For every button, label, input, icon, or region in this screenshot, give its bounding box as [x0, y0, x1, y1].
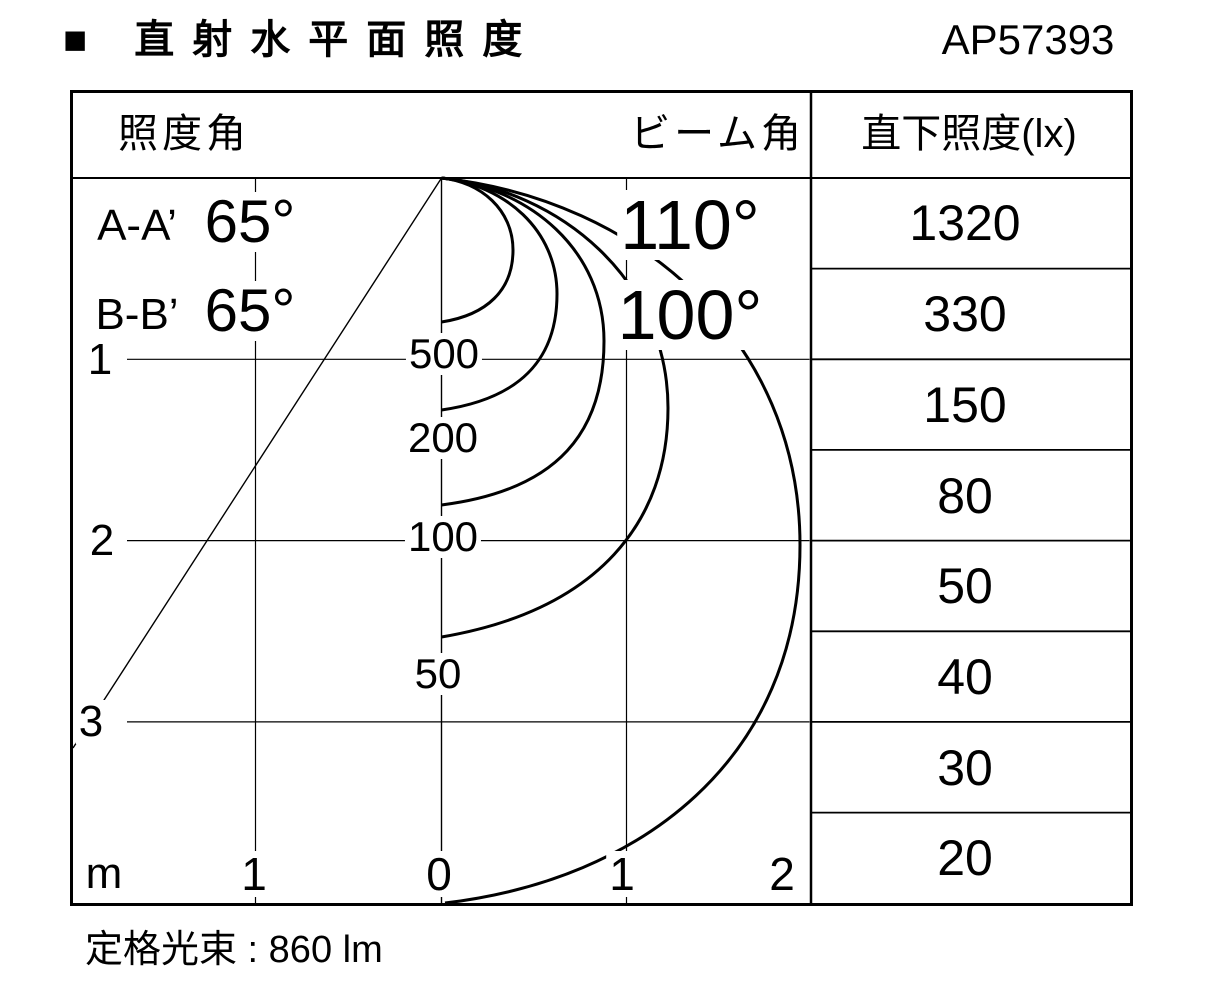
plane-label-bb: B-B’: [92, 293, 182, 337]
header-beam-angle: ビーム角: [630, 112, 805, 156]
table-outer-border: [70, 90, 1133, 906]
y-tick-2m: 2: [86, 519, 118, 563]
direct-illuminance-value: 20: [937, 830, 993, 886]
curve-label-500: 500: [405, 333, 483, 375]
rated-luminous-flux-note: 定格光束 : 860 lm: [85, 929, 383, 971]
isolux-curves: [441, 176, 802, 905]
x-tick-right-1m: 1: [606, 851, 638, 897]
product-code: AP57393: [941, 16, 1115, 63]
isolux-curve-50lx: [441, 176, 670, 639]
half-angle-line: [72, 177, 443, 749]
x-tick-right-2m: 2: [766, 851, 798, 897]
direct-illuminance-value: 330: [923, 286, 1007, 342]
y-tick-3m: 3: [75, 700, 107, 744]
plane-label-aa: A-A’: [94, 204, 180, 248]
isolux-curve-500lx: [441, 176, 515, 324]
page-title: ■ 直射水平面照度: [63, 18, 541, 62]
x-tick-0m: 0: [423, 851, 455, 897]
table-row-separators: [811, 267, 1132, 814]
direct-illuminance-value: 50: [937, 558, 993, 614]
x-axis-unit: m: [82, 852, 126, 896]
curve-label-50: 50: [411, 653, 465, 695]
curve-label-200: 200: [404, 417, 482, 459]
direct-illuminance-value: 40: [937, 649, 993, 705]
direct-illuminance-value: 1320: [909, 195, 1021, 251]
header-illuminance-angle: 照度角: [118, 112, 250, 156]
illuminance-angle-bb: 65°: [201, 281, 299, 341]
direct-illuminance-value: 80: [937, 468, 993, 524]
isolux-curve-200lx: [441, 176, 559, 412]
direct-illuminance-value: 30: [937, 740, 993, 796]
illuminance-angle-aa: 65°: [201, 192, 299, 252]
direct-illuminance-value: 150: [923, 377, 1007, 433]
x-tick-left-1m: 1: [238, 851, 270, 897]
isolux-curve-100lx: [441, 176, 606, 507]
header-direct-illuminance: 直下照度(lx): [861, 112, 1077, 156]
curve-label-100: 100: [404, 516, 482, 558]
beam-angle-aa: 110°: [617, 190, 763, 260]
y-tick-1m: 1: [84, 338, 116, 382]
beam-angle-bb: 100°: [614, 280, 766, 350]
